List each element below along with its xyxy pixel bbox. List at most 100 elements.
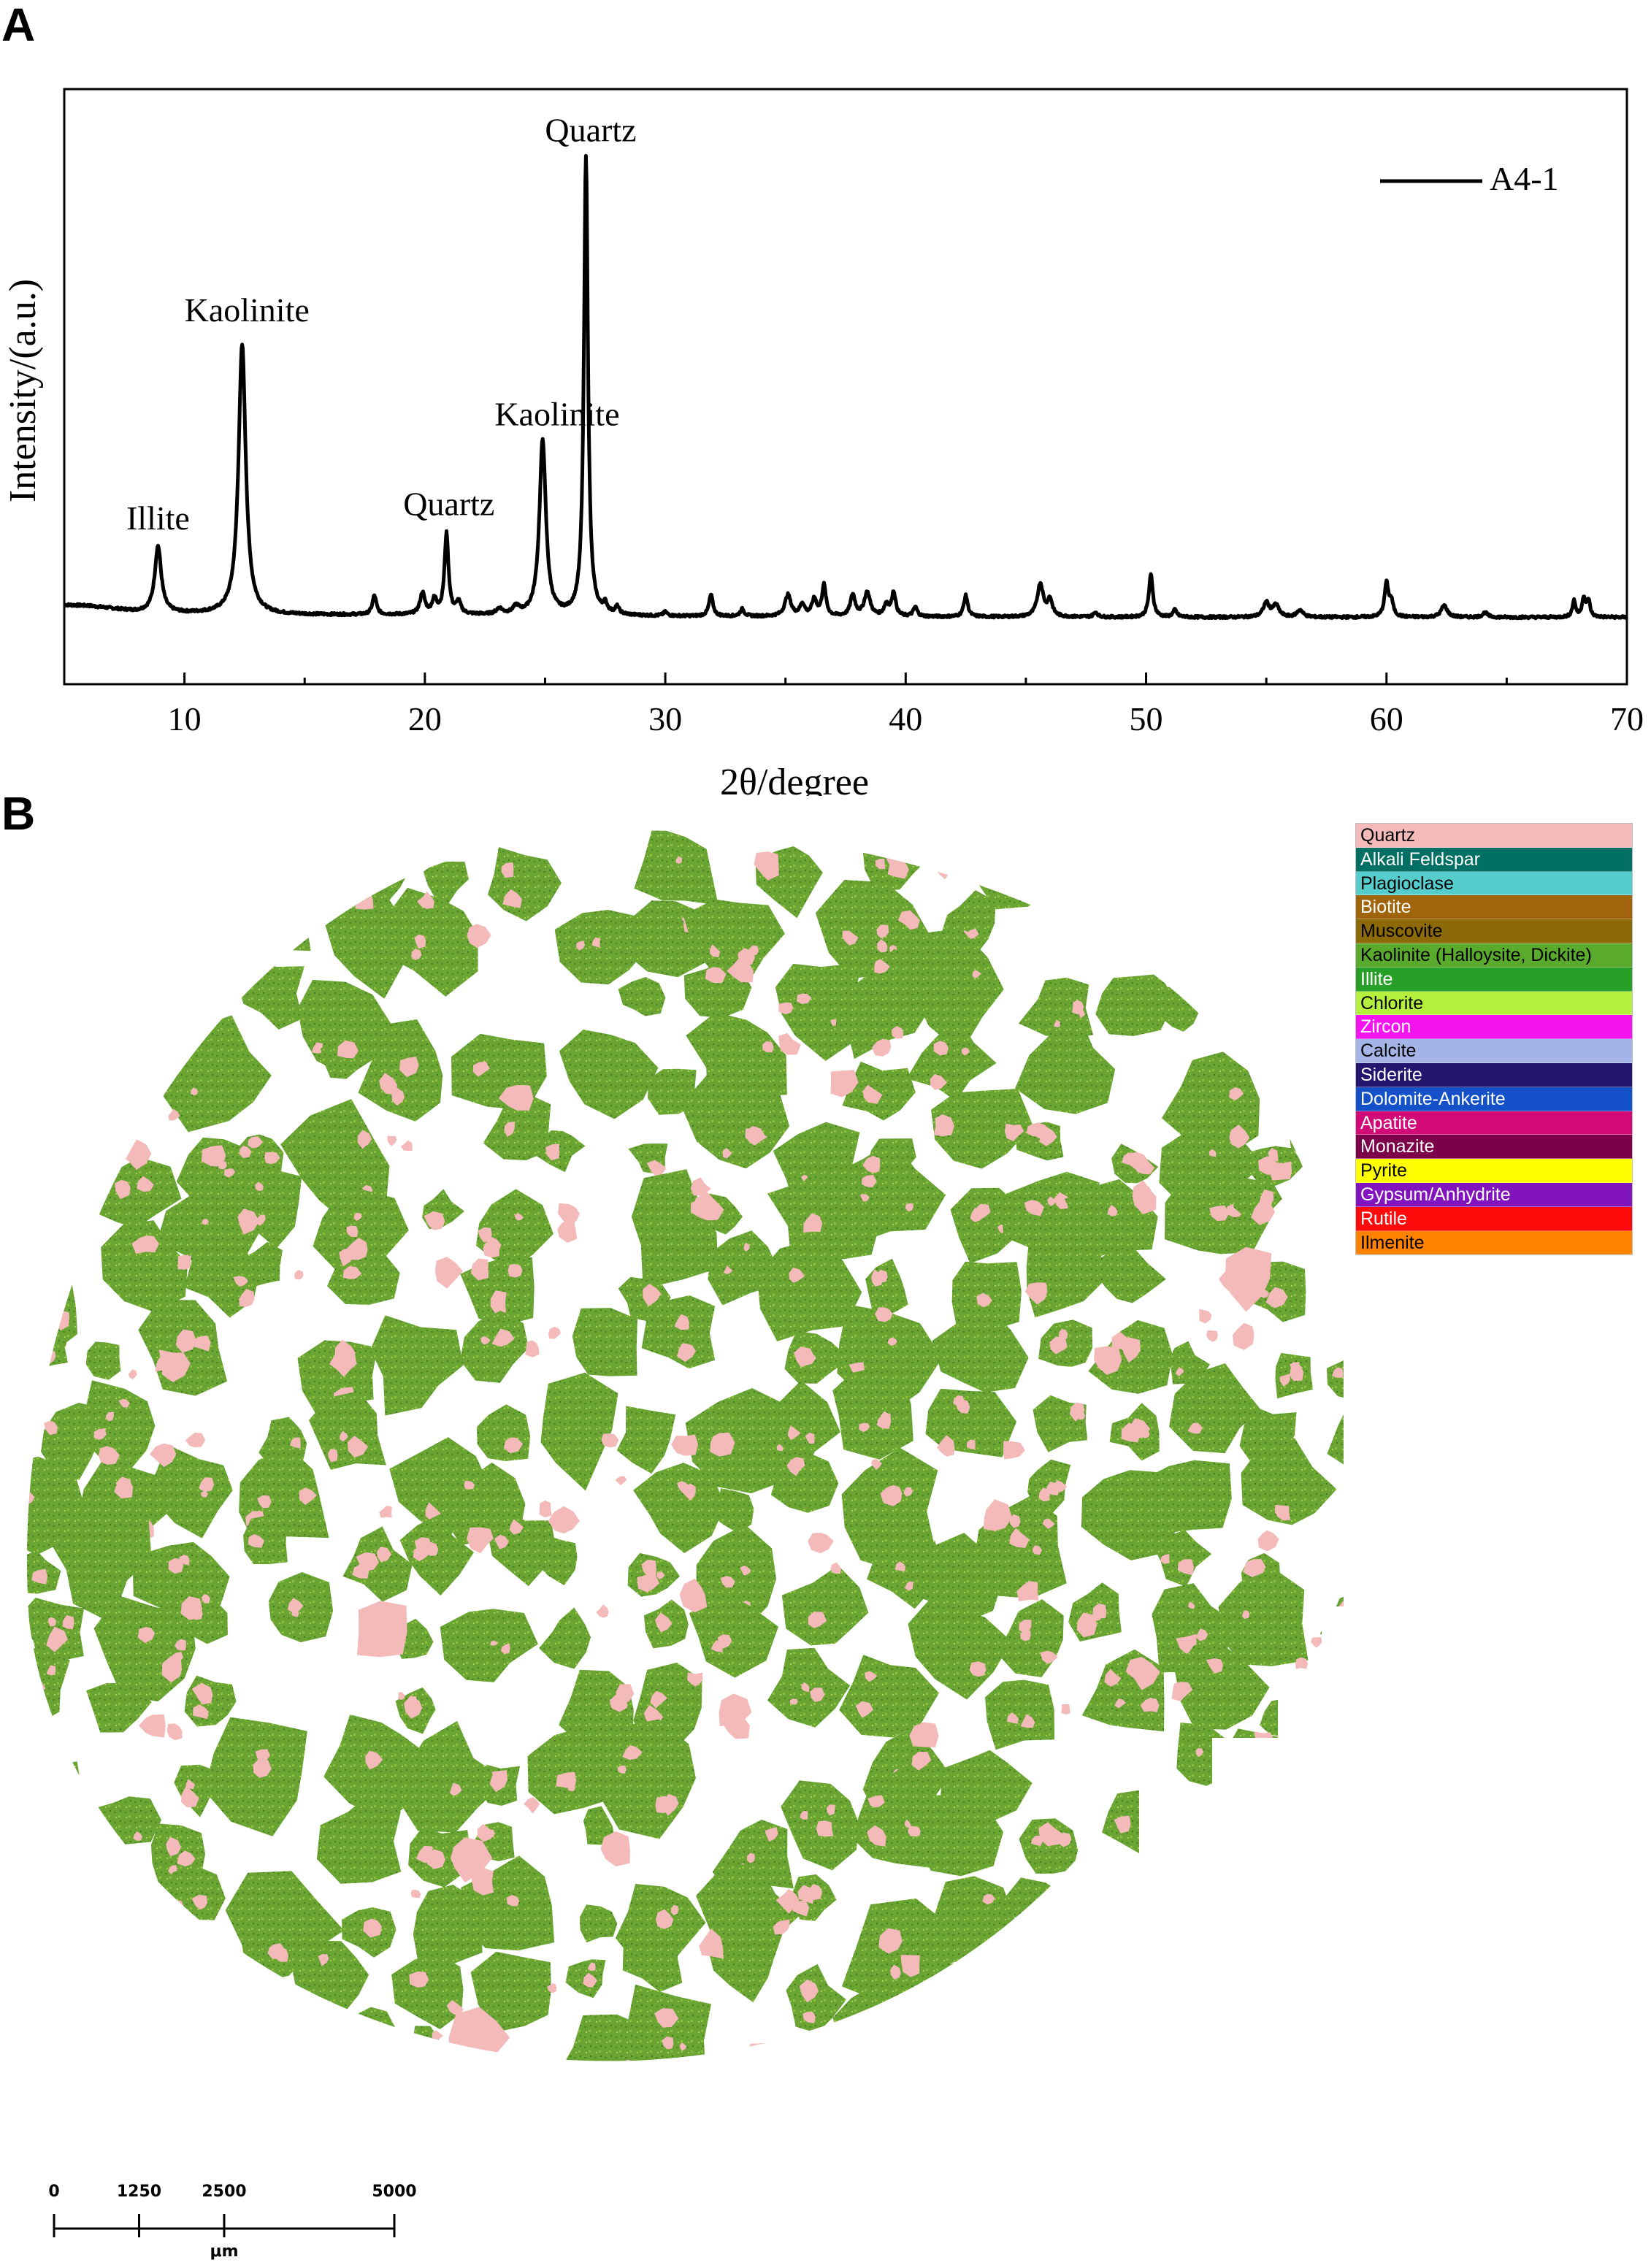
quartz-inclusion [137,1176,154,1192]
kaolinite-grain [47,1511,152,1623]
quartz-inclusion [1108,2023,1128,2042]
quartz-grain [1045,2047,1062,2061]
quartz-grain [128,1369,137,1380]
quartz-inclusion [473,1061,490,1077]
quartz-inclusion [101,1926,112,1936]
quartz-inclusion [1243,1559,1266,1578]
quartz-grain [1155,927,1180,951]
quartz-grain [558,1203,580,1227]
quartz-inclusion [787,1425,801,1441]
quartz-inclusion [1114,1698,1126,1709]
kaolinite-grain [26,1936,78,2019]
quartz-inclusion [654,2008,679,2028]
quartz-inclusion [255,1214,266,1226]
quartz-inclusion [26,908,28,926]
quartz-inclusion [501,862,514,878]
kaolinite-grain [26,1796,58,1870]
kaolinite-grain [845,949,931,1060]
quartz-inclusion [1246,1904,1253,1913]
quartz-inclusion [1268,1954,1281,1968]
quartz-inclusion [637,1574,659,1593]
mineral-legend: Quartz Alkali Feldspar Plagioclase Biotite M… [1355,823,1633,1256]
quartz-inclusion [789,1698,798,1705]
quartz-grain [909,1722,939,1747]
kaolinite-grain [1317,1003,1344,1056]
quartz-grain [98,1446,120,1465]
kaolinite-grain [1159,2112,1198,2157]
kaolinite-grain [88,1996,193,2061]
legend-entry: A4-1 [1490,160,1559,197]
quartz-inclusion [794,1346,815,1368]
kaolinite-grain [85,1341,121,1380]
quartz-grain [483,1241,499,1258]
quartz-inclusion [188,966,207,983]
quartz-grain [601,1433,619,1448]
quartz-inclusion [703,2097,721,2117]
quartz-inclusion [253,1758,272,1778]
quartz-inclusion [576,940,586,951]
quartz-inclusion [202,1219,210,1225]
quartz-inclusion [1020,1631,1031,1641]
quartz-grain [264,1152,280,1165]
quartz-inclusion [191,1682,213,1705]
quartz-inclusion [933,1041,949,1056]
quartz-grain [596,1604,609,1618]
quartz-grain [699,1928,724,1959]
quartz-grain [472,1867,494,1896]
quartz-grain [759,2051,775,2061]
legend: A4-1 [1380,160,1559,197]
quartz-inclusion [491,1328,515,1347]
quartz-grain [175,1639,186,1651]
quartz-inclusion [57,1149,66,1160]
kaolinite-grain [488,847,562,922]
quartz-inclusion [1187,885,1199,898]
quartz-inclusion [1274,876,1291,892]
quartz-inclusion [1279,1374,1290,1387]
scale-bar-label: 1250 [117,2183,161,2201]
quartz-inclusion [1033,1545,1042,1555]
kaolinite-grain [1152,1530,1212,1587]
kaolinite-grain [995,1966,1049,2017]
quartz-grain [880,1484,903,1506]
quartz-inclusion [1114,1815,1131,1834]
quartz-inclusion [294,936,302,943]
quartz-inclusion [185,1779,195,1790]
kaolinite-grain [82,1380,156,1474]
kaolinite-grain [397,1720,507,1833]
quartz-grain [900,1955,920,1977]
quartz-inclusion [1272,874,1292,893]
quartz-grain [1149,1877,1160,1888]
kaolinite-grain [689,1595,778,1678]
quartz-inclusion [655,1612,673,1633]
quartz-inclusion [1165,2119,1178,2133]
quartz-grain [656,1909,674,1929]
quartz-grain [92,2021,106,2033]
quartz-inclusion [799,1979,819,2003]
quartz-inclusion [26,1825,35,1844]
quartz-inclusion [233,1276,249,1287]
kaolinite-grain [683,899,785,990]
quartz-grain [294,1270,304,1280]
quartz-inclusion [762,1041,774,1053]
quartz-inclusion [855,1701,873,1718]
kaolinite-grain [483,1093,551,1161]
quartz-inclusion [408,1696,418,1706]
quartz-inclusion [905,1203,913,1212]
kaolinite-grain [559,1029,659,1119]
kaolinite-grain [1010,2017,1081,2061]
kaolinite-grain [308,1391,386,1470]
quartz-grain [875,1307,893,1322]
quartz-grain [830,1562,841,1574]
quartz-inclusion [765,1827,778,1842]
kaolinite-grain [423,861,469,904]
quartz-grain [373,1926,382,1936]
quartz-grain [1103,2043,1112,2053]
quartz-inclusion [1108,1985,1121,1996]
quartz-inclusion [267,1943,286,1959]
quartz-inclusion [800,1810,808,1820]
quartz-grain [826,2039,863,2061]
quartz-inclusion [789,1267,805,1283]
quartz-inclusion [421,2043,432,2053]
kaolinite-grain [997,1599,1064,1677]
kaolinite-grain [775,962,862,1061]
